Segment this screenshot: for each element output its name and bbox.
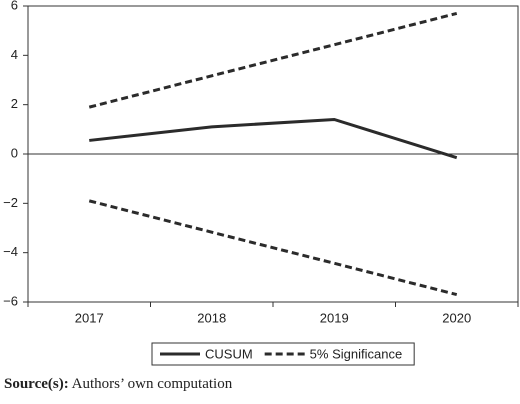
y-tick-label: 4 <box>11 47 18 62</box>
legend-label: 5% Significance <box>310 346 403 361</box>
y-tick-label: 2 <box>11 96 18 111</box>
y-tick-label: 0 <box>11 145 18 160</box>
x-tick-label: 2017 <box>75 310 104 325</box>
source: Source(s): Authors’ own computation <box>4 376 233 392</box>
y-tick-label: −2 <box>3 195 18 210</box>
y-tick-label: 6 <box>11 0 18 12</box>
legend <box>151 342 415 366</box>
x-tick-label: 2019 <box>320 310 349 325</box>
cusum-line <box>89 117 458 160</box>
y-tick-label: −4 <box>3 244 18 259</box>
legend-label: CUSUM <box>205 346 253 361</box>
upper-bound-line <box>88 11 458 109</box>
x-tick-label: 2020 <box>442 310 471 325</box>
source-label: Source(s): <box>4 376 69 392</box>
y-tick-label: −6 <box>3 293 18 308</box>
lower-bound-line <box>88 199 458 297</box>
x-tick-label: 2018 <box>197 310 226 325</box>
source-text: Authors’ own computation <box>72 376 233 392</box>
